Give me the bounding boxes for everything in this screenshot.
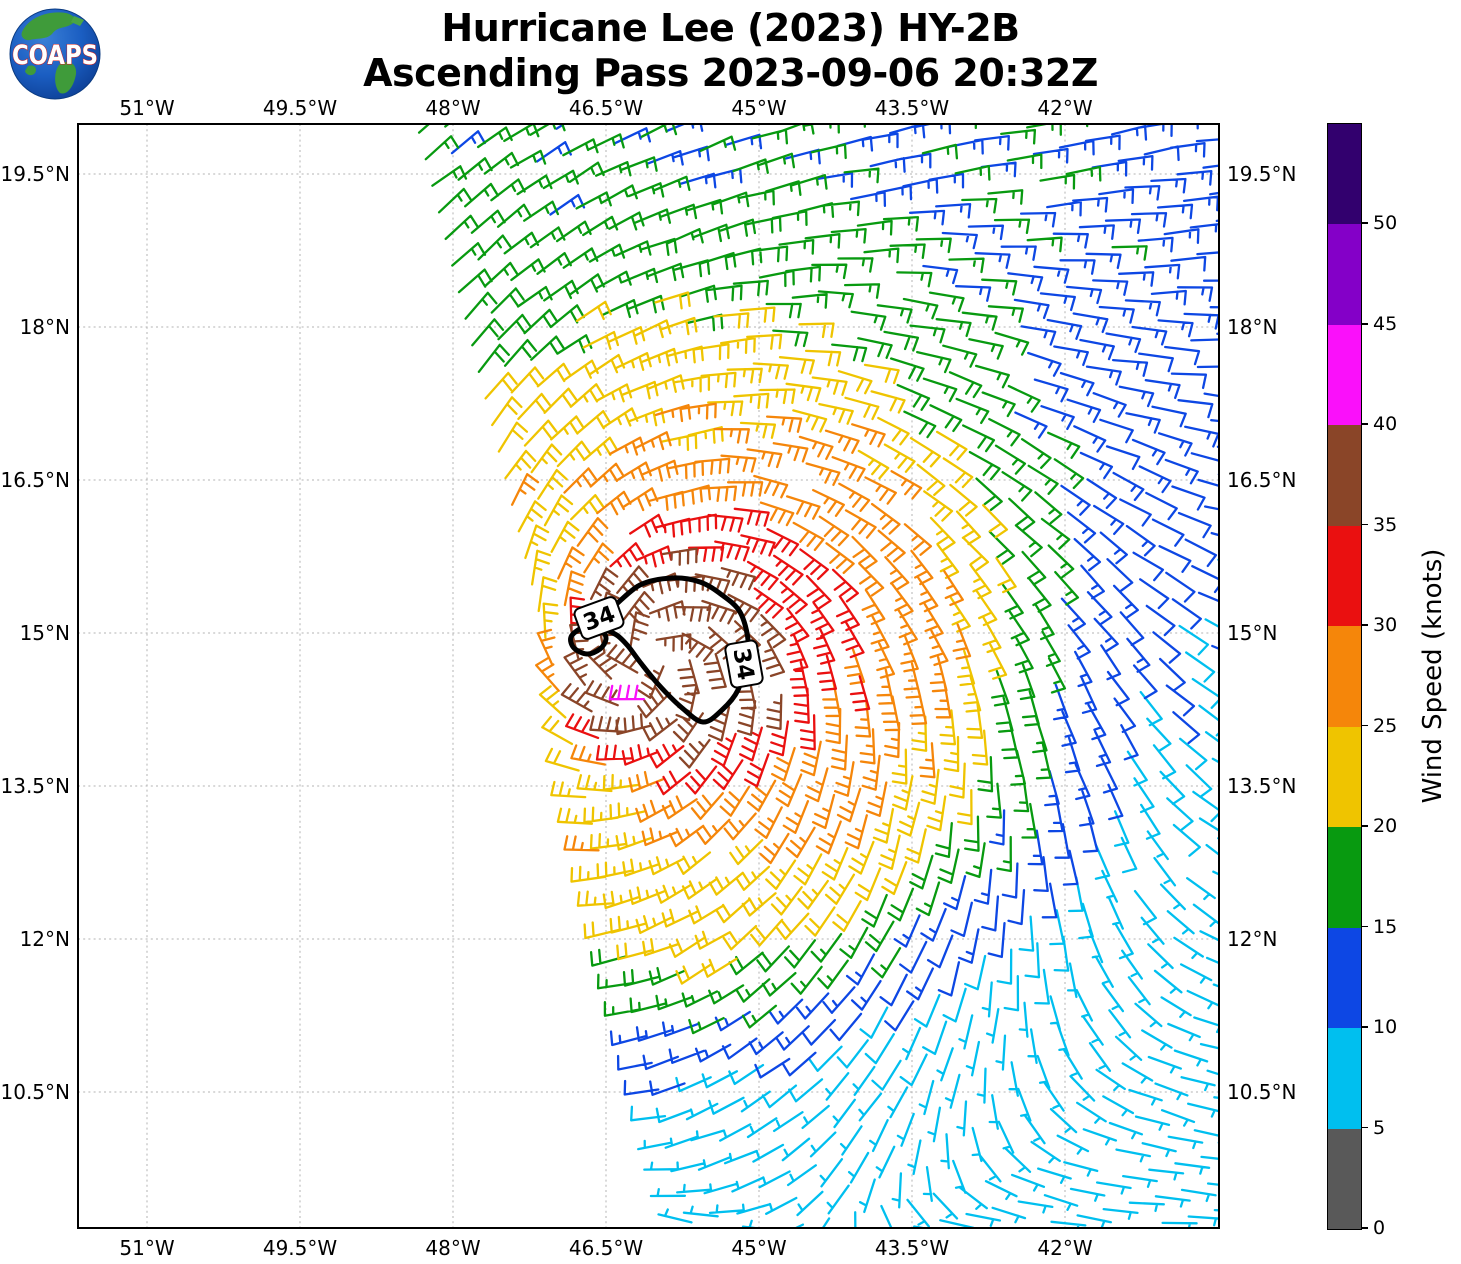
y-tick-label: 10.5°N [1227, 1080, 1297, 1104]
colorbar-segment-35kt [1328, 425, 1361, 526]
colorbar-tick-mark [1361, 222, 1368, 225]
x-tick-label: 45°W [731, 1236, 787, 1260]
colorbar-tick-label: 45 [1373, 312, 1398, 335]
colorbar-segment-50kt [1328, 124, 1361, 225]
svg-text:34: 34 [727, 646, 758, 682]
colorbar-segment-15kt [1328, 827, 1361, 928]
colorbar-tick-mark [1361, 322, 1368, 325]
colorbar-tick-label: 35 [1373, 513, 1398, 536]
x-tick-label: 45°W [731, 96, 787, 120]
x-tick-label: 48°W [425, 1236, 481, 1260]
title-block: Hurricane Lee (2023) HY-2B Ascending Pas… [0, 6, 1461, 96]
colorbar-tick-label: 10 [1373, 1016, 1398, 1039]
y-tick-label: 10.5°N [0, 1080, 71, 1104]
colorbar-tick-label: 30 [1373, 614, 1398, 637]
colorbar-tick-label: 0 [1373, 1217, 1386, 1239]
y-tick-label: 12°N [19, 927, 70, 951]
y-tick-label: 19.5°N [1227, 162, 1297, 186]
colorbar-title: Wind Speed (knots) [1418, 548, 1448, 803]
colorbar-segment-0kt [1328, 1128, 1361, 1229]
colorbar-segment-20kt [1328, 726, 1361, 828]
colorbar-tick-mark [1361, 925, 1368, 928]
y-tick-label: 13.5°N [0, 774, 71, 798]
page-subtitle: Ascending Pass 2023-09-06 20:32Z [363, 50, 1098, 95]
colorbar-segment-30kt [1328, 525, 1361, 627]
colorbar-segment-10kt [1328, 927, 1361, 1029]
globe-icon [9, 8, 101, 100]
colorbar-tick-label: 20 [1373, 815, 1398, 838]
colorbar-tick-mark [1361, 523, 1368, 526]
x-tick-label: 51°W [119, 96, 175, 120]
x-tick-label: 48°W [425, 96, 481, 120]
contour-label-34: 34 [724, 639, 764, 689]
x-tick-label: 46.5°W [568, 96, 644, 120]
x-tick-label: 46.5°W [568, 1236, 644, 1260]
x-tick-label: 43.5°W [874, 96, 950, 120]
gridlines [78, 124, 1219, 1228]
logo-text: COAPS [12, 40, 98, 71]
colorbar-tick-label: 25 [1373, 714, 1398, 737]
colorbar [1327, 123, 1362, 1230]
y-tick-label: 19.5°N [0, 162, 71, 186]
colorbar-segment-45kt [1328, 224, 1361, 325]
y-tick-label: 18°N [19, 315, 70, 339]
y-tick-label: 15°N [19, 621, 70, 645]
colorbar-tick-mark [1361, 423, 1368, 425]
y-tick-label: 16.5°N [1227, 468, 1297, 492]
colorbar-tick-mark [1361, 825, 1368, 827]
colorbar-tick-label: 40 [1373, 413, 1398, 436]
colorbar-tick-mark [1361, 1126, 1368, 1129]
wind-barbs [417, 124, 1219, 1228]
y-tick-label: 18°N [1227, 315, 1278, 339]
y-tick-label: 12°N [1227, 927, 1278, 951]
colorbar-tick-mark [1361, 1227, 1368, 1229]
x-tick-label: 51°W [119, 1236, 175, 1260]
x-tick-label: 49.5°W [262, 1236, 338, 1260]
colorbar-tick-label: 50 [1373, 212, 1398, 235]
x-tick-label: 49.5°W [262, 96, 338, 120]
x-tick-label: 43.5°W [874, 1236, 950, 1260]
colorbar-tick-label: 5 [1373, 1116, 1386, 1139]
colorbar-segment-25kt [1328, 626, 1361, 727]
colorbar-segment-5kt [1328, 1028, 1361, 1129]
colorbar-tick-mark [1361, 1026, 1368, 1028]
colorbar-tick-label: 15 [1373, 915, 1398, 938]
colorbar-tick-mark [1361, 724, 1368, 727]
x-tick-label: 42°W [1037, 96, 1093, 120]
map-frame [77, 123, 1220, 1229]
page-title: Hurricane Lee (2023) HY-2B [441, 6, 1020, 50]
colorbar-segment-40kt [1328, 324, 1361, 426]
contour-labels: 34 34 [573, 596, 764, 689]
y-tick-label: 13.5°N [1227, 774, 1297, 798]
y-tick-label: 16.5°N [0, 468, 71, 492]
x-tick-label: 42°W [1037, 1236, 1093, 1260]
y-tick-label: 15°N [1227, 621, 1278, 645]
contour-label-34: 34 [573, 596, 625, 640]
coaps-logo: COAPS [9, 8, 101, 100]
colorbar-tick-mark [1361, 624, 1368, 626]
